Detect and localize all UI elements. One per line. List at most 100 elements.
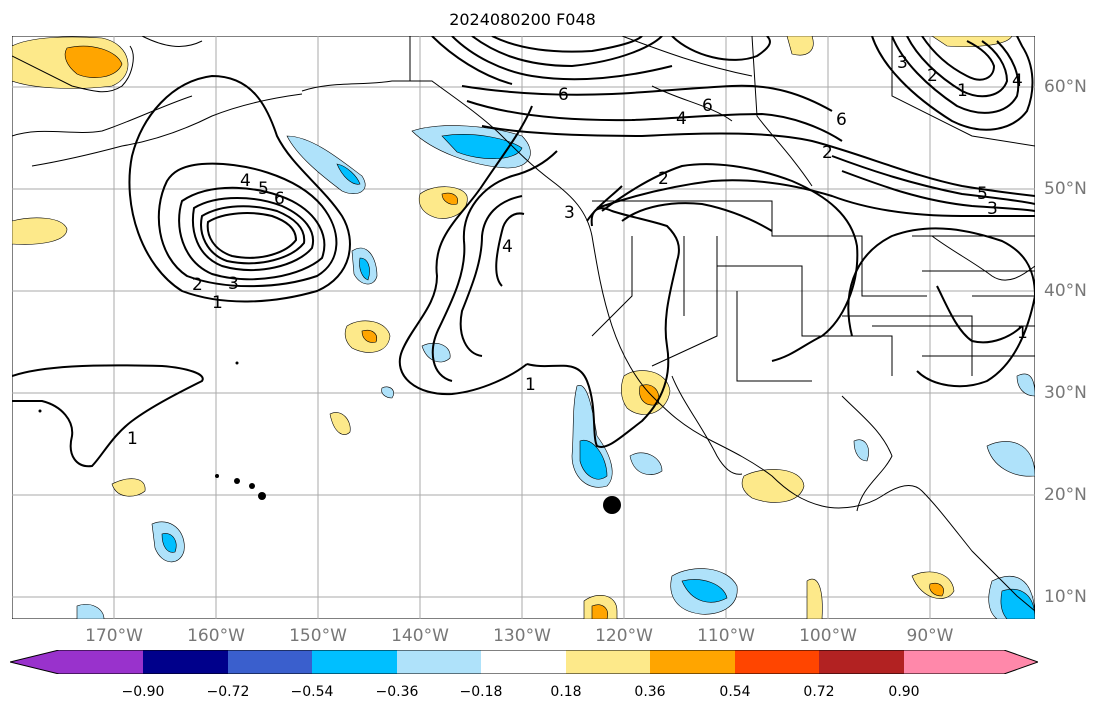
clabel-aleutian-5: 5: [258, 179, 269, 199]
patch-se-small: [76, 604, 105, 619]
colorbar-segment: [819, 650, 904, 674]
contour-2-coast: [601, 163, 859, 362]
clabel-ne-3: 3: [897, 53, 908, 73]
colorbar-tick-label: 0.36: [634, 684, 666, 700]
contour-north-4: [466, 100, 843, 142]
contour-east-2: [936, 285, 1023, 344]
contour-ne-1: [871, 36, 1034, 131]
patch-gulf-yellow: [418, 186, 468, 219]
contour-coast-2: [431, 150, 558, 382]
patch-s-blue: [681, 579, 728, 603]
contour-north-3: [841, 170, 1035, 212]
contour-ne-4: [921, 36, 996, 81]
coastlines: [12, 36, 1035, 612]
clabel-north-6c: 6: [836, 110, 847, 130]
contour-top-1: [431, 36, 513, 85]
patch-se-blue: [1000, 589, 1035, 619]
map-title: 2024080200 F048: [449, 10, 596, 29]
lon-label-140w: 140°W: [391, 626, 449, 646]
contour-north-6a: [461, 84, 833, 112]
contour-aleutian-6: [206, 212, 298, 259]
contour-labels: 1 2 3 4 5 6 1 4 3 2 6 4 6 6 2 1 2 3 4 5 …: [127, 53, 1028, 449]
colorbar-segment: [312, 650, 397, 674]
contour-ne-2: [891, 36, 1020, 114]
lat-label-50n: 50°N: [1044, 179, 1087, 199]
contour-ne-3: [906, 36, 1009, 98]
clabel-ne-2: 2: [927, 66, 938, 86]
colorbar-tick-label: −0.72: [206, 684, 250, 700]
contour-north-5: [831, 155, 1035, 205]
contour-east-1: [847, 227, 1035, 388]
patch-w-yellow: [12, 217, 68, 245]
clabel-aleutian-3: 3: [228, 274, 239, 294]
clabel-ne-4: 4: [1012, 71, 1023, 91]
colorbar-segment: [228, 650, 312, 674]
patch-gulf-orange: [441, 192, 458, 205]
clabel-north-6a: 6: [558, 85, 569, 105]
colorbar-tick-label: −0.36: [375, 684, 419, 700]
patch-hawaii-yellow: [329, 412, 351, 435]
patch-bering-orange: [64, 45, 123, 78]
colorbar-tick-label: 0.18: [550, 684, 582, 700]
contour-aleutian-3: [178, 186, 326, 281]
contour-top-2: [451, 36, 673, 81]
patch-gulfmex-blue: [853, 439, 869, 462]
contour-aleutian-4: [192, 197, 315, 271]
colorbar: [10, 650, 1038, 674]
colorbar-segment: [10, 650, 143, 674]
lon-label-90w: 90°W: [906, 626, 954, 646]
contour-top-3: [471, 36, 663, 68]
clabel-ne-1: 1: [957, 81, 968, 101]
contour-3-coast: [586, 185, 623, 222]
patch-ca-orange: [929, 583, 944, 597]
contour-north-6b: [481, 125, 1035, 197]
colorbar-tick-label: −0.90: [121, 684, 165, 700]
lon-label-100w: 100°W: [799, 626, 857, 646]
lon-label-150w: 150°W: [289, 626, 347, 646]
patch-alaska-blue: [336, 163, 361, 185]
contour-north-2: [596, 179, 1035, 217]
patch-sw-yellow: [111, 478, 146, 497]
patch-sub-blue: [579, 439, 608, 480]
lat-label-10n: 10°N: [1044, 587, 1087, 607]
clabel-coast-1: 1: [525, 375, 536, 395]
contour-coast-1: [399, 105, 533, 396]
contour-aleutian-1: [128, 74, 351, 303]
clabel-north-2: 2: [822, 143, 833, 163]
patch-sw-blue-dark: [161, 533, 177, 553]
contour-aleutian-5: [200, 205, 306, 265]
lon-label-110w: 110°W: [697, 626, 755, 646]
patch-mid-orange: [361, 329, 377, 343]
lon-label-170w: 170°W: [85, 626, 143, 646]
colorbar-segment: [143, 650, 228, 674]
colorbar-segment: [735, 650, 819, 674]
contour-lines: [12, 36, 1035, 468]
colorbar-tick-label: −0.18: [459, 684, 503, 700]
lat-label-20n: 20°N: [1044, 485, 1087, 505]
lon-label-120w: 120°W: [595, 626, 653, 646]
colorbar-tick-label: 0.72: [803, 684, 835, 700]
contour-top-4: [491, 36, 643, 53]
clabel-east-5: 5: [977, 184, 988, 204]
patch-mid-blue-dark: [359, 257, 370, 281]
clabel-aleutian-1: 1: [212, 293, 223, 313]
contour-coast-3: [459, 195, 523, 357]
clabel-central-1: 1: [127, 429, 138, 449]
patch-baja-orange: [639, 384, 660, 406]
patch-mexico-blue: [629, 452, 663, 475]
contour-e-ocean: [621, 202, 773, 232]
lat-label-40n: 40°N: [1044, 281, 1087, 301]
colorbar-segment: [566, 650, 650, 674]
clabel-coast-2: 2: [658, 169, 669, 189]
contour-aleutian-2: [157, 162, 338, 288]
patch-canada-yellow: [786, 36, 814, 56]
colorbar-tick-label: 0.90: [888, 684, 920, 700]
storm-center-marker: [603, 496, 621, 514]
patch-e-blue2: [1016, 373, 1035, 397]
lat-label-30n: 30°N: [1044, 383, 1087, 403]
colorbar-segment: [650, 650, 735, 674]
clabel-aleutian-2: 2: [192, 275, 203, 295]
colorbar-tick-label: 0.54: [719, 684, 751, 700]
colorbar-segment: [904, 650, 1038, 674]
contour-top-5: [671, 36, 771, 61]
